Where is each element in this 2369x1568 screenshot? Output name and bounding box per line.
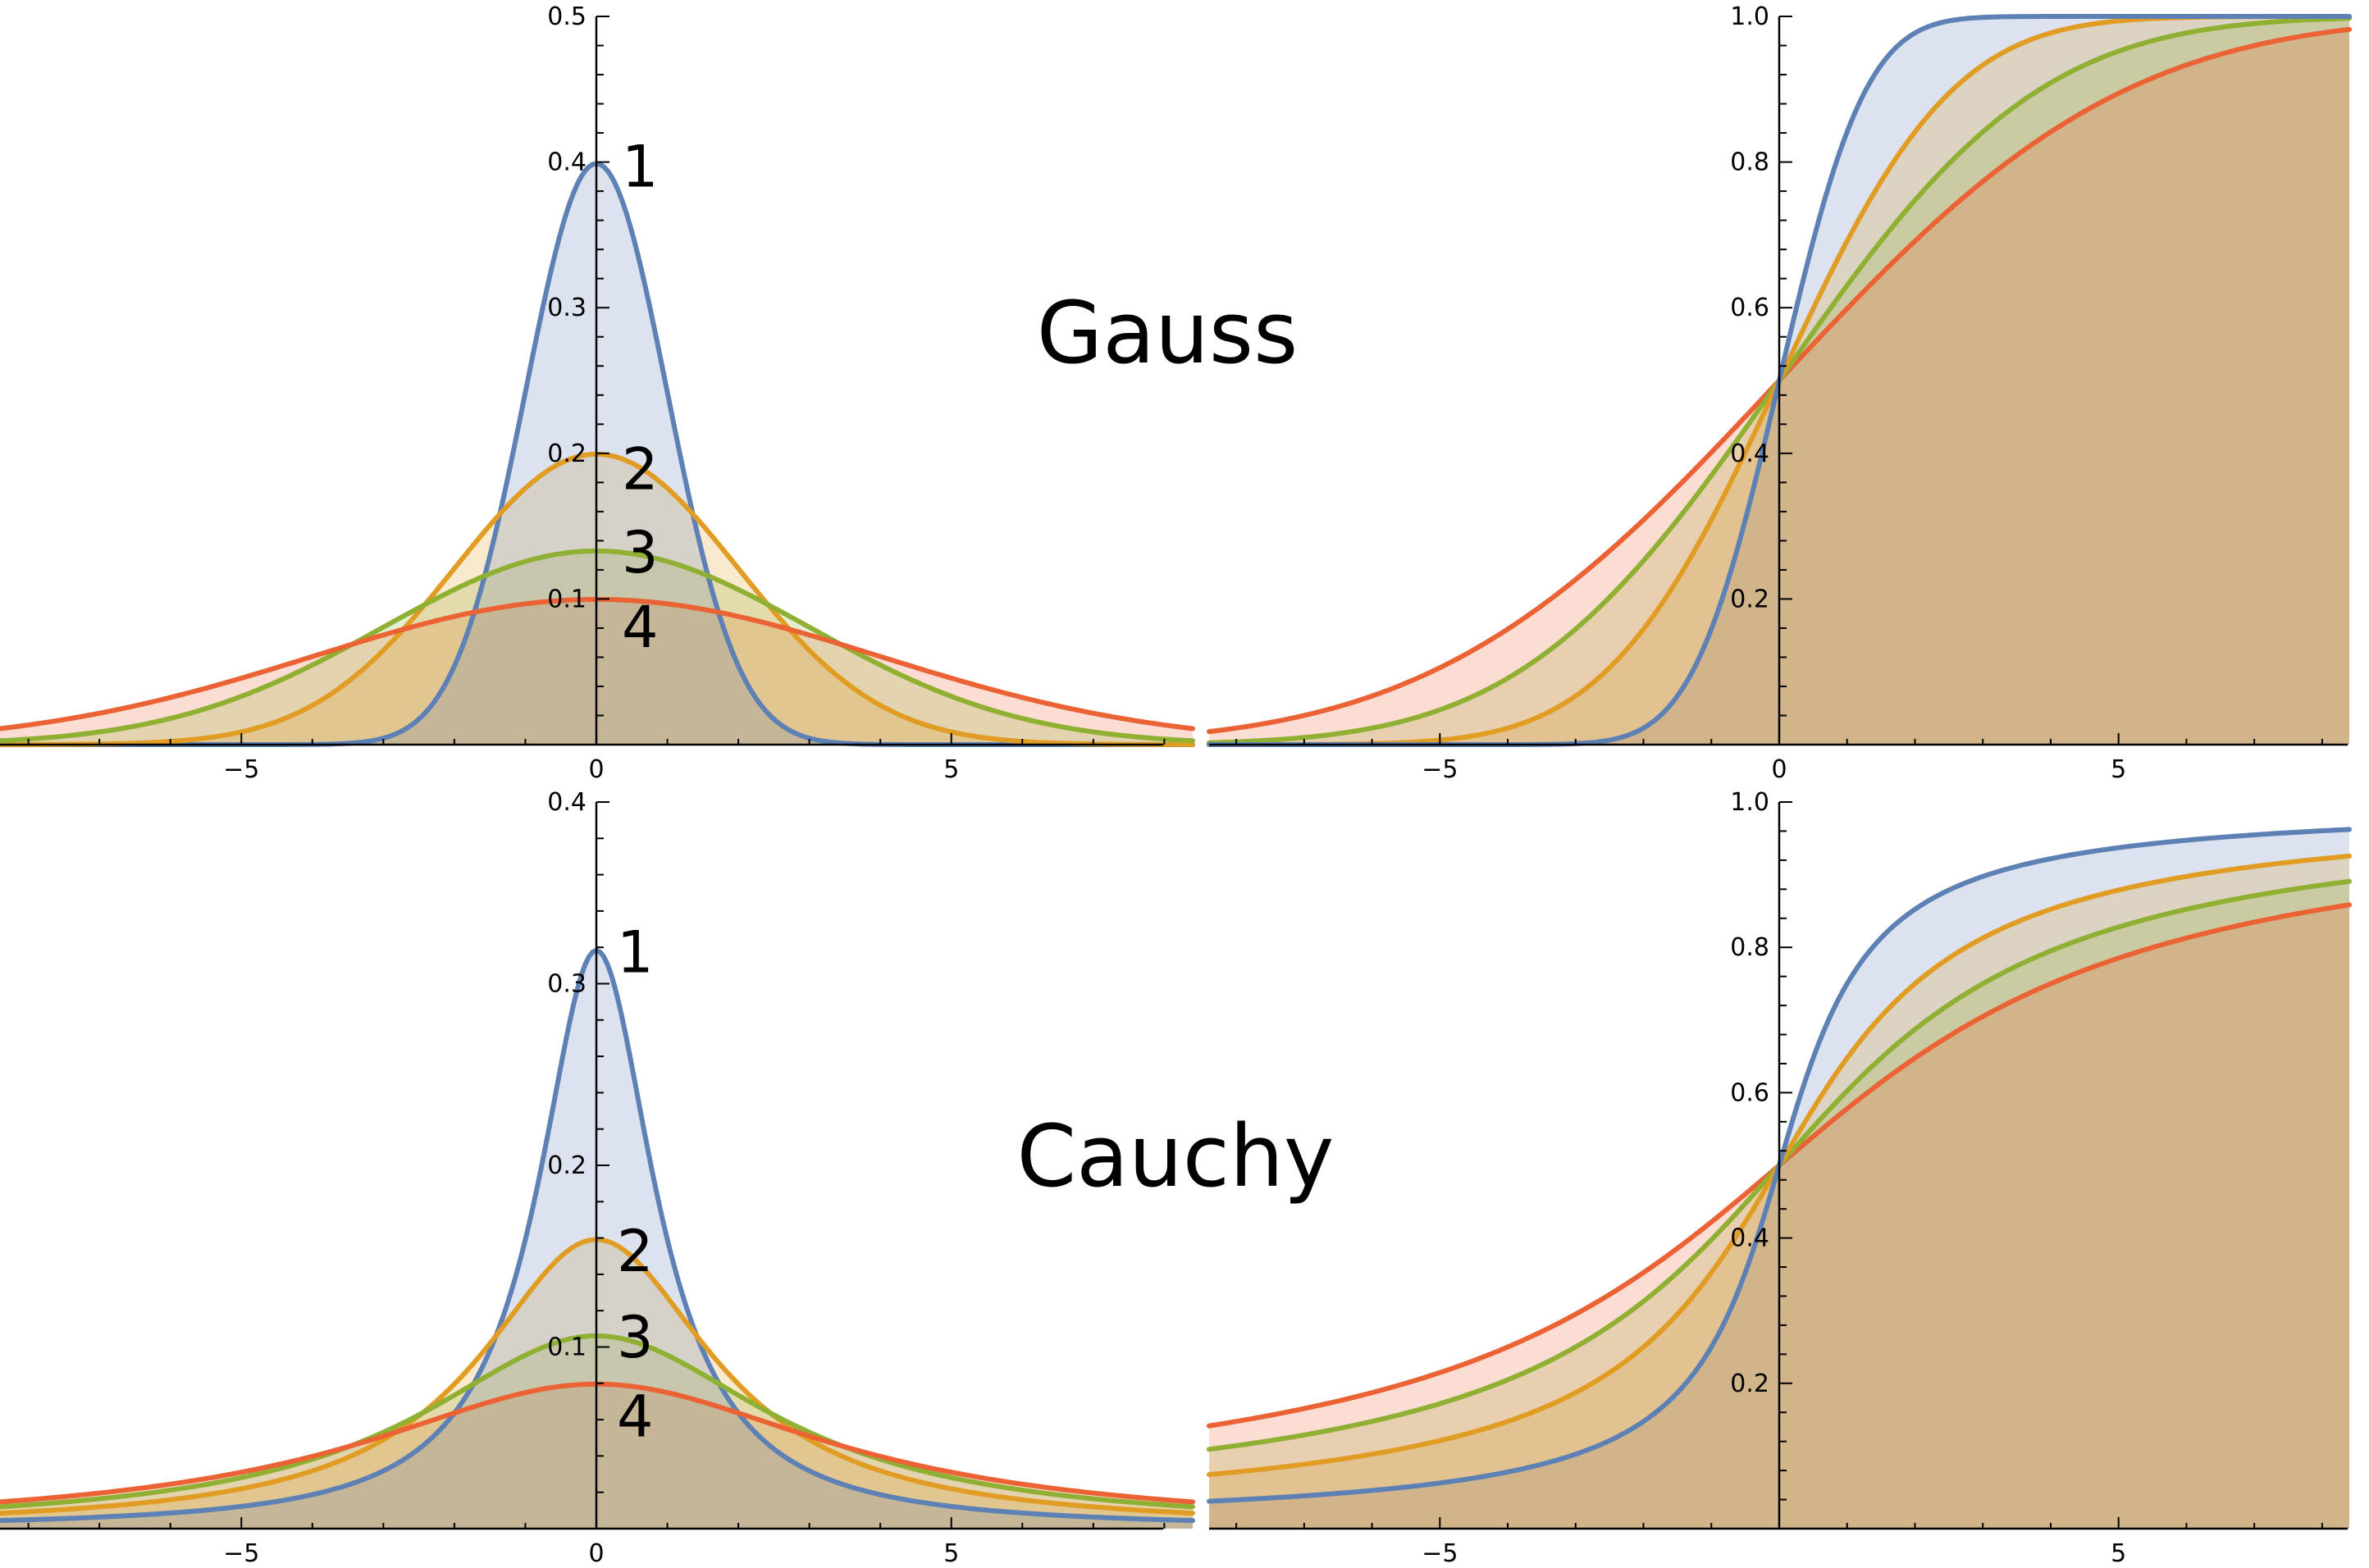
- gauss-title: Gauss: [1037, 283, 1299, 383]
- cauchy-pdf-curve-label-4: 4: [617, 1383, 654, 1451]
- gauss-pdf-x-tick-label: 5: [943, 755, 959, 784]
- cauchy-pdf-x-tick-label: 5: [943, 1539, 959, 1568]
- gauss-pdf-curve-label-1: 1: [622, 133, 659, 200]
- gauss-cdf-y-tick-label: 0.4: [1730, 440, 1769, 468]
- cauchy-cdf-x-tick-label: 5: [2111, 1539, 2126, 1568]
- gauss-pdf-x-tick-label: 0: [588, 755, 604, 784]
- cauchy-pdf-y-tick-label: 0.3: [547, 970, 587, 999]
- gauss-cdf-y-tick-label: 1.0: [1730, 2, 1769, 31]
- gauss-cdf-panel: −5 0 5 0.2 0.4 0.6 0.8 1.0: [1207, 2, 2352, 784]
- gauss-cdf-y-tick-label: 0.6: [1730, 294, 1769, 322]
- cauchy-pdf-curve-label-2: 2: [617, 1218, 654, 1285]
- cauchy-title: Cauchy: [1017, 1106, 1335, 1206]
- cauchy-cdf-x-tick-label: −5: [1422, 1539, 1458, 1568]
- gauss-pdf-y-tick-label: 0.1: [547, 585, 587, 613]
- gauss-pdf-y-tick-label: 0.4: [547, 148, 587, 177]
- cauchy-pdf-curve-label-1: 1: [617, 919, 654, 987]
- cauchy-cdf-y-tick-label: 0.2: [1730, 1370, 1769, 1398]
- gauss-pdf-curve-label-2: 2: [622, 436, 659, 504]
- cauchy-pdf-x-tick-label: 0: [588, 1539, 604, 1568]
- cauchy-pdf-y-tick-label: 0.2: [547, 1151, 587, 1180]
- cauchy-pdf-panel: −5 0 5 0.1 0.2 0.3 0.4 1 2 3 4: [0, 788, 1195, 1568]
- gauss-pdf-y-tick-label: 0.3: [547, 294, 587, 322]
- cauchy-cdf-y-tick-label: 0.6: [1730, 1078, 1769, 1107]
- cauchy-cdf-panel: −5 5 0.2 0.4 0.6 0.8 1.0: [1207, 788, 2352, 1568]
- cauchy-pdf-x-tick-label: −5: [223, 1539, 259, 1568]
- gauss-pdf-panel: −5 0 5 0.1 0.2 0.3 0.4 0.5 1 2 3 4: [0, 2, 1195, 784]
- gauss-cdf-x-tick-label: 5: [2111, 755, 2126, 784]
- cauchy-pdf-y-tick-label: 0.4: [547, 788, 587, 817]
- gauss-cdf-x-tick-label: 0: [1771, 755, 1787, 784]
- gauss-cdf-x-tick-label: −5: [1422, 755, 1458, 784]
- gauss-cdf-y-tick-label: 0.8: [1730, 148, 1769, 177]
- gauss-pdf-x-tick-label: −5: [223, 755, 259, 784]
- cauchy-cdf-y-tick-label: 1.0: [1730, 788, 1769, 817]
- gauss-pdf-curve-label-3: 3: [622, 519, 659, 586]
- cauchy-cdf-y-tick-label: 0.8: [1730, 933, 1769, 962]
- cauchy-cdf-y-tick-label: 0.4: [1730, 1224, 1769, 1253]
- gauss-pdf-y-tick-label: 0.2: [547, 440, 587, 468]
- gauss-pdf-y-tick-label: 0.5: [547, 2, 587, 31]
- gauss-cdf-y-tick-label: 0.2: [1730, 585, 1769, 613]
- cauchy-pdf-y-tick-label: 0.1: [547, 1333, 587, 1362]
- gauss-pdf-curve-label-4: 4: [622, 594, 659, 661]
- cauchy-pdf-curve-label-3: 3: [617, 1304, 654, 1371]
